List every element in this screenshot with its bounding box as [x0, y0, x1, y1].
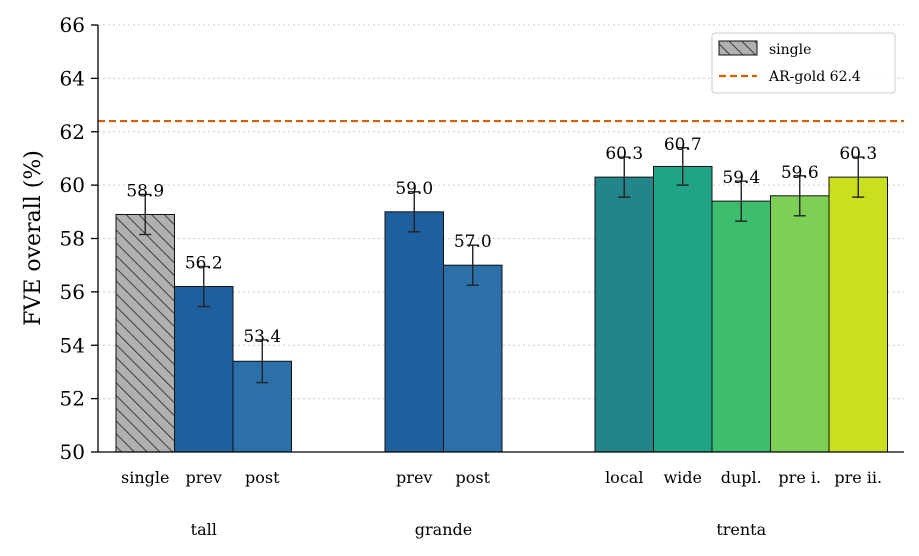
y-axis-title: FVE overall (%) [21, 150, 46, 326]
x-tick-label: local [605, 468, 643, 487]
y-tick-label: 58 [60, 227, 85, 251]
legend: single AR-gold 62.4 [711, 32, 896, 94]
bar-tall-prev [174, 286, 234, 453]
y-tick-label: 62 [60, 120, 85, 144]
y-tick-label: 66 [60, 13, 85, 37]
y-tick-label: 54 [60, 333, 85, 357]
y-tick-label: 52 [60, 387, 85, 411]
axes [91, 24, 904, 453]
data-label: 59.0 [395, 179, 433, 199]
group-label: grande [415, 520, 472, 539]
bar-trenta-preii [828, 176, 888, 453]
data-label: 56.2 [185, 254, 223, 274]
x-tick-label: wide [663, 468, 702, 487]
bar-grande-post [443, 264, 503, 453]
bar-trenta-dupl [711, 200, 771, 453]
x-tick-label: post [245, 468, 280, 487]
bars [115, 147, 888, 453]
data-label: 59.6 [781, 163, 819, 183]
bar-tall-single [115, 213, 175, 453]
bar-grande-prev [384, 211, 444, 453]
x-tick-label: prev [186, 468, 222, 487]
data-label: 58.9 [126, 181, 164, 201]
legend-swatch-single [718, 40, 758, 56]
legend-box [711, 32, 896, 94]
legend-label: single [769, 42, 811, 58]
data-label: 60.3 [605, 144, 643, 164]
group-label: trenta [716, 520, 766, 539]
labels: 50 52 54 56 58 60 62 64 66 58.9 single 56.2 prev 53.4… [21, 13, 882, 539]
data-label: 53.4 [243, 327, 281, 347]
y-tick-label: 50 [60, 440, 85, 464]
legend-label: AR-gold 62.4 [768, 69, 861, 85]
data-label: 60.3 [839, 144, 877, 164]
y-tick-label: 64 [60, 66, 85, 90]
group-label: tall [191, 520, 217, 539]
x-tick-label: pre ii. [834, 468, 882, 487]
data-label: 60.7 [664, 135, 702, 155]
data-label: 57.0 [454, 232, 492, 252]
bar-trenta-prei [770, 195, 830, 453]
x-tick-label: pre i. [778, 468, 821, 487]
bar-trenta-wide [653, 165, 713, 453]
bar-trenta-local [594, 176, 654, 453]
x-tick-label: prev [396, 468, 432, 487]
y-tick-label: 56 [60, 280, 85, 304]
data-label: 59.4 [722, 168, 760, 188]
y-tick-label: 60 [60, 173, 85, 197]
x-tick-label: single [121, 468, 169, 487]
x-tick-label: dupl. [721, 468, 762, 487]
x-tick-label: post [455, 468, 490, 487]
